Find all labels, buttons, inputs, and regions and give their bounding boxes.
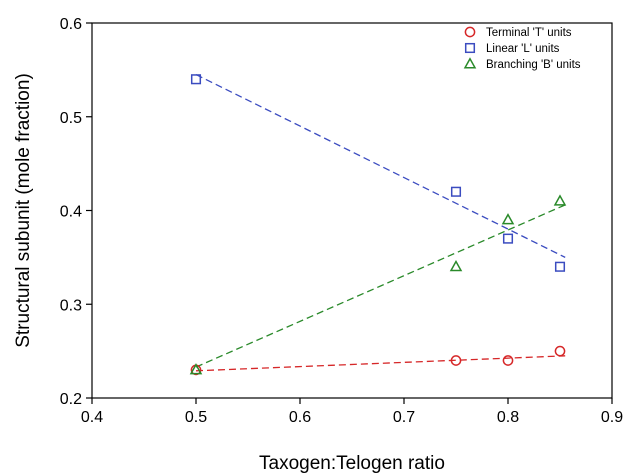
square-marker <box>190 74 202 85</box>
circle-marker <box>502 355 514 366</box>
x-tick-label: 0.5 <box>185 409 207 426</box>
y-tick-label: 0.5 <box>60 110 82 127</box>
y-tick-label: 0.2 <box>60 391 82 408</box>
y-tick-label: 0.6 <box>60 16 82 33</box>
plot-area <box>91 22 613 399</box>
legend-entry-label: Branching 'B' units <box>486 59 581 71</box>
y-tick-label: 0.4 <box>60 204 82 221</box>
trend-lines <box>195 73 566 372</box>
y-axis-title: Structural subunit (mole fraction) <box>13 73 34 348</box>
x-tick-label: 0.6 <box>289 409 311 426</box>
x-tick-label: 0.8 <box>497 409 519 426</box>
legend-square-icon <box>464 42 476 54</box>
triangle-marker <box>553 194 567 206</box>
y-tick-label: 0.3 <box>60 297 82 314</box>
legend-entry-label: Linear 'L' units <box>486 43 560 55</box>
circle-trend-line <box>195 355 566 372</box>
plot-frame <box>91 22 613 399</box>
circle-marker <box>450 355 462 366</box>
circle-marker <box>554 345 566 357</box>
square-trend-line <box>195 73 566 258</box>
y-axis-ticks: 0.2 0.3 0.4 0.5 0.6 <box>60 16 92 408</box>
x-tick-label: 0.9 <box>601 409 623 426</box>
triangle-marker <box>449 260 463 272</box>
legend-circle-icon <box>464 26 476 38</box>
triangle-marker <box>501 213 515 225</box>
data-markers <box>189 74 567 376</box>
square-marker <box>450 186 462 197</box>
x-tick-label: 0.7 <box>393 409 415 426</box>
x-tick-label: 0.4 <box>81 409 103 426</box>
x-axis-title: Taxogen:Telogen ratio <box>259 453 445 474</box>
square-marker <box>502 233 514 244</box>
triangle-trend-line <box>195 204 566 368</box>
triangle-marker <box>189 363 203 375</box>
legend: Terminal 'T' units Linear 'L' units Branch… <box>463 26 581 71</box>
legend-entry-label: Terminal 'T' units <box>486 27 572 39</box>
legend-triangle-icon <box>463 57 477 69</box>
square-marker <box>554 261 566 272</box>
x-axis-ticks: 0.4 0.5 0.6 0.7 0.8 0.9 <box>81 398 623 426</box>
